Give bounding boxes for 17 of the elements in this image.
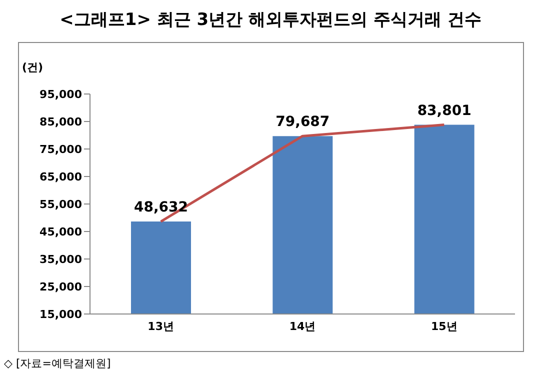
x-tick-label: 15년: [431, 320, 458, 333]
data-label: 79,687: [276, 114, 330, 130]
y-tick-label: 95,000: [40, 88, 82, 101]
x-tick-label: 13년: [148, 320, 174, 333]
y-tick-label: 55,000: [40, 198, 82, 211]
y-tick-label: 25,000: [40, 280, 82, 294]
y-axis-title: (건): [22, 60, 44, 75]
data-label: 83,801: [417, 102, 472, 119]
y-tick-label: 75,000: [40, 142, 82, 156]
y-tick-label: 85,000: [40, 115, 82, 128]
y-tick-label: 35,000: [40, 252, 82, 266]
y-tick-label: 65,000: [40, 170, 82, 184]
x-tick-label: 14년: [289, 320, 316, 333]
y-tick-label: 45,000: [40, 225, 82, 238]
y-tick-label: 15,000: [40, 308, 82, 321]
chart-title: <그래프1> 최근 3년간 해외투자펀드의 주식거래 건수: [58, 9, 482, 31]
text: ◇ [자료=예탁결제원]: [4, 356, 111, 371]
